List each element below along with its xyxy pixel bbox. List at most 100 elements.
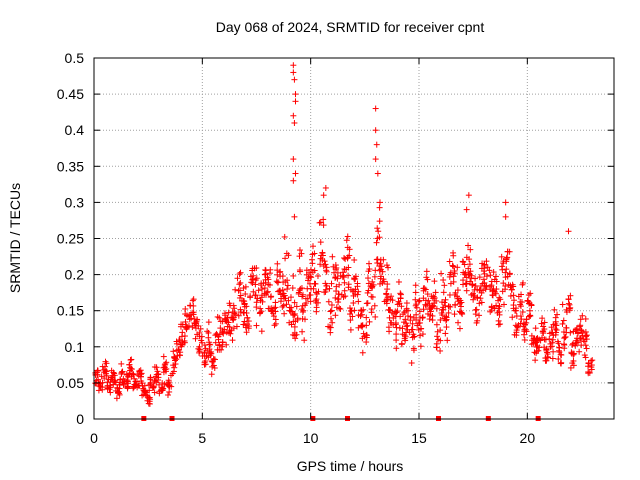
data-point <box>292 335 299 342</box>
data-point <box>374 225 381 232</box>
data-point <box>206 339 213 346</box>
data-point <box>433 305 440 312</box>
data-point <box>476 300 483 307</box>
data-point <box>441 299 448 306</box>
data-point <box>506 270 513 277</box>
data-point <box>332 312 339 319</box>
data-point <box>114 385 121 392</box>
data-point <box>572 327 579 334</box>
data-point <box>329 253 336 260</box>
data-point <box>195 345 202 352</box>
data-point <box>308 285 315 292</box>
data-point <box>419 331 426 338</box>
data-point <box>563 324 570 331</box>
data-point <box>446 271 453 278</box>
data-point <box>151 378 158 385</box>
data-point <box>297 268 304 275</box>
data-point <box>299 328 306 335</box>
data-point <box>235 312 242 319</box>
data-point <box>488 307 495 314</box>
data-point <box>323 268 330 275</box>
data-point <box>483 273 490 280</box>
data-point <box>504 254 511 261</box>
data-point <box>443 314 450 321</box>
data-point <box>209 363 216 370</box>
data-point <box>442 317 449 324</box>
data-point <box>296 287 303 294</box>
data-point <box>417 332 424 339</box>
data-point <box>257 297 264 304</box>
data-point <box>373 141 380 148</box>
data-point <box>408 360 415 367</box>
data-point <box>395 278 402 285</box>
data-point <box>354 283 361 290</box>
data-point <box>298 306 305 313</box>
data-point <box>393 345 400 352</box>
data-point <box>467 268 474 275</box>
data-point <box>292 170 299 177</box>
data-point <box>319 252 326 259</box>
data-point <box>343 266 350 273</box>
data-point <box>237 279 244 286</box>
data-point <box>307 298 314 305</box>
data-point <box>504 273 511 280</box>
data-point <box>162 368 169 375</box>
data-point <box>444 337 451 344</box>
data-point <box>265 276 272 283</box>
data-point <box>491 276 498 283</box>
data-point <box>247 293 254 300</box>
data-point <box>201 342 208 349</box>
data-point <box>208 350 215 357</box>
data-point <box>189 297 196 304</box>
data-point <box>299 309 306 316</box>
data-point <box>525 291 532 298</box>
data-point <box>543 357 550 364</box>
data-point <box>578 326 585 333</box>
data-point <box>413 301 420 308</box>
data-point <box>517 298 524 305</box>
data-point <box>355 298 362 305</box>
data-point <box>351 307 358 314</box>
data-point <box>190 311 197 318</box>
data-point <box>176 351 183 358</box>
data-point <box>116 391 123 398</box>
data-point <box>236 271 243 278</box>
data-point <box>576 348 583 355</box>
data-point <box>373 239 380 246</box>
data-point <box>229 337 236 344</box>
data-point <box>232 286 239 293</box>
data-point <box>291 119 298 126</box>
data-point <box>501 301 508 308</box>
data-point <box>179 338 186 345</box>
data-point <box>307 291 314 298</box>
data-point <box>299 291 306 298</box>
data-point <box>281 233 288 240</box>
data-point <box>412 296 419 303</box>
data-point <box>182 305 189 312</box>
data-point <box>127 364 134 371</box>
data-point <box>336 281 343 288</box>
data-point <box>546 335 553 342</box>
data-point <box>186 316 193 323</box>
data-point <box>416 297 423 304</box>
data-point <box>420 306 427 313</box>
data-point <box>138 380 145 387</box>
data-point <box>487 272 494 279</box>
data-point <box>433 340 440 347</box>
data-point <box>417 343 424 350</box>
data-point <box>566 307 573 314</box>
data-point <box>460 269 467 276</box>
data-point <box>403 300 410 307</box>
data-point <box>279 273 286 280</box>
data-point <box>270 313 277 320</box>
data-point <box>375 228 382 235</box>
data-point <box>343 237 350 244</box>
data-point <box>291 213 298 220</box>
data-point <box>368 283 375 290</box>
data-point <box>304 295 311 302</box>
data-point <box>304 277 311 284</box>
data-point <box>439 311 446 318</box>
data-point <box>502 213 509 220</box>
data-point <box>402 316 409 323</box>
data-point <box>132 378 139 385</box>
